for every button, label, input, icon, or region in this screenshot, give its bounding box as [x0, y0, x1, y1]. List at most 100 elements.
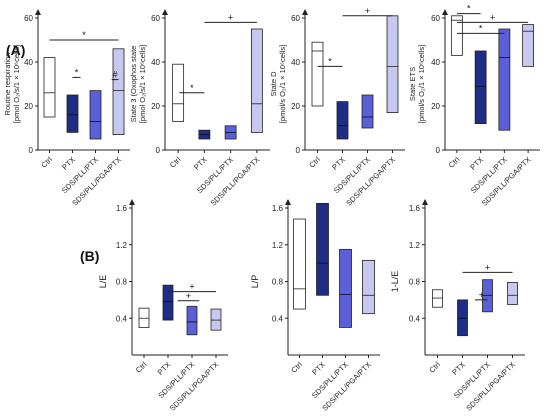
x-tick-label-ctrl: Ctrl — [307, 155, 322, 170]
y-axis-arrow — [285, 199, 291, 205]
x-tick-label-ptx: PTX — [192, 155, 209, 172]
y-tick-label: 1.2 — [409, 241, 421, 250]
y-axis-arrow — [35, 9, 41, 15]
box-1 — [450, 15, 463, 56]
box-1 — [311, 41, 324, 107]
subplot-3: 0 20 40 60 State D [pmol/s O₂/1 × 10⁶cells] Ct… — [269, 6, 405, 208]
y-axis-label: [pmol/s O₂/1 × 10⁶cells] — [417, 45, 426, 123]
x-tick-label-ptx: PTX — [310, 360, 327, 377]
box-4 — [250, 28, 263, 133]
x-tick-label-ptx: PTX — [156, 360, 173, 377]
y-tick-label: 40 — [24, 58, 33, 67]
x-tick-label-sds-pll-pga-ptx: SDS/PLL/PGA/PTX — [464, 360, 517, 413]
box-3 — [482, 279, 493, 313]
y-axis-arrow — [162, 9, 168, 15]
box-4 — [112, 48, 125, 136]
box-3 — [186, 305, 198, 336]
x-tick-label-ptx: PTX — [60, 155, 77, 172]
box-4 — [210, 308, 222, 331]
y-tick-label: 1.6 — [272, 204, 284, 213]
significance-mark: * — [328, 56, 332, 66]
box-2 — [162, 284, 174, 321]
y-tick-label: 0 — [436, 146, 441, 155]
y-tick-label: 40 — [291, 58, 300, 67]
y-axis-label: L/E — [98, 275, 108, 289]
y-axis-label: State ETS — [408, 67, 417, 101]
significance-mark: * — [82, 30, 86, 40]
x-tick-label-ptx: PTX — [468, 155, 485, 172]
panel-label-b: (B) — [80, 248, 100, 264]
y-tick-label: 40 — [151, 58, 160, 67]
y-tick-label: 0 — [296, 146, 301, 155]
box-2 — [316, 203, 329, 296]
y-tick-label: 20 — [431, 102, 440, 111]
y-axis-arrow — [302, 9, 308, 15]
y-tick-label: 1.2 — [272, 241, 284, 250]
y-tick-label: 60 — [24, 14, 33, 23]
x-tick-label-ptx: PTX — [450, 360, 467, 377]
y-tick-label: 1.6 — [116, 204, 128, 213]
box-3 — [361, 94, 374, 129]
significance-mark: + — [228, 12, 233, 22]
significance-mark: * — [190, 83, 194, 93]
y-axis-label: Routine respiration — [3, 53, 12, 116]
y-tick-label: 60 — [291, 14, 300, 23]
y-tick-label: 0.4 — [409, 314, 421, 323]
significance-mark: + — [490, 12, 495, 22]
box-1 — [138, 307, 150, 328]
y-tick-label: 0 — [29, 146, 34, 155]
box-3 — [498, 28, 511, 131]
x-tick-label-ctrl: Ctrl — [427, 360, 442, 375]
x-tick-label-ctrl: Ctrl — [447, 155, 462, 170]
box-3 — [339, 248, 352, 328]
y-tick-label: 1.6 — [409, 204, 421, 213]
significance-mark: * — [75, 67, 79, 77]
significance-mark: + — [479, 290, 484, 300]
x-tick-label-ctrl: Ctrl — [134, 360, 149, 375]
y-axis-label: [pmol O₂/s/1 × 10⁶cells] — [12, 45, 21, 123]
y-axis-label: State 3 (Oxophos state — [129, 46, 138, 123]
box-2 — [336, 101, 349, 140]
y-tick-label: 60 — [431, 14, 440, 23]
subplot-4: 0 20 40 60 State ETS [pmol/s O₂/1 × 10⁶cells]… — [408, 4, 540, 208]
significance-mark: + — [189, 282, 194, 292]
y-tick-label: 0.4 — [116, 314, 128, 323]
box-1 — [293, 218, 306, 310]
x-tick-label-sds-pll-pga-ptx: SDS/PLL/PGA/PTX — [344, 155, 397, 208]
significance-mark: + — [485, 262, 490, 272]
box-3 — [89, 90, 102, 140]
panel-label-a: (A) — [6, 42, 26, 58]
box-4 — [386, 15, 399, 114]
y-axis-label: 1-L/E — [390, 271, 400, 293]
box-2 — [474, 50, 487, 124]
y-tick-label: 0.4 — [272, 314, 284, 323]
significance-mark: + — [365, 6, 370, 16]
subplot-2: 0 20 40 60 State 3 (Oxophos state [pmol O₂/s/… — [129, 9, 270, 208]
x-tick-label-ptx: PTX — [330, 155, 347, 172]
y-axis-label: L/P — [250, 275, 260, 289]
box-1 — [43, 57, 56, 118]
significance-mark: # — [113, 70, 118, 80]
box-1 — [432, 289, 443, 308]
y-axis-arrow — [442, 9, 448, 15]
box-2 — [457, 299, 468, 337]
significance-mark: * — [467, 4, 471, 14]
y-tick-label: 20 — [151, 102, 160, 111]
y-tick-label: 0 — [156, 146, 161, 155]
y-axis-label: State D — [269, 71, 278, 97]
x-tick-label-sds-pll-pga-ptx: SDS/PLL/PGA/PTX — [209, 155, 262, 208]
significance-mark: + — [186, 291, 191, 301]
x-tick-label-ctrl: Ctrl — [168, 155, 183, 170]
y-axis-arrow — [129, 199, 135, 205]
y-tick-label: 0.8 — [409, 278, 421, 287]
box-4 — [362, 259, 375, 315]
y-tick-label: 0.8 — [116, 278, 128, 287]
x-tick-label-ctrl: Ctrl — [39, 155, 54, 170]
subplot-1: 0 20 40 60 Routine respiration [pmol O₂/s/1 ×… — [3, 9, 130, 208]
box-2 — [66, 94, 79, 133]
